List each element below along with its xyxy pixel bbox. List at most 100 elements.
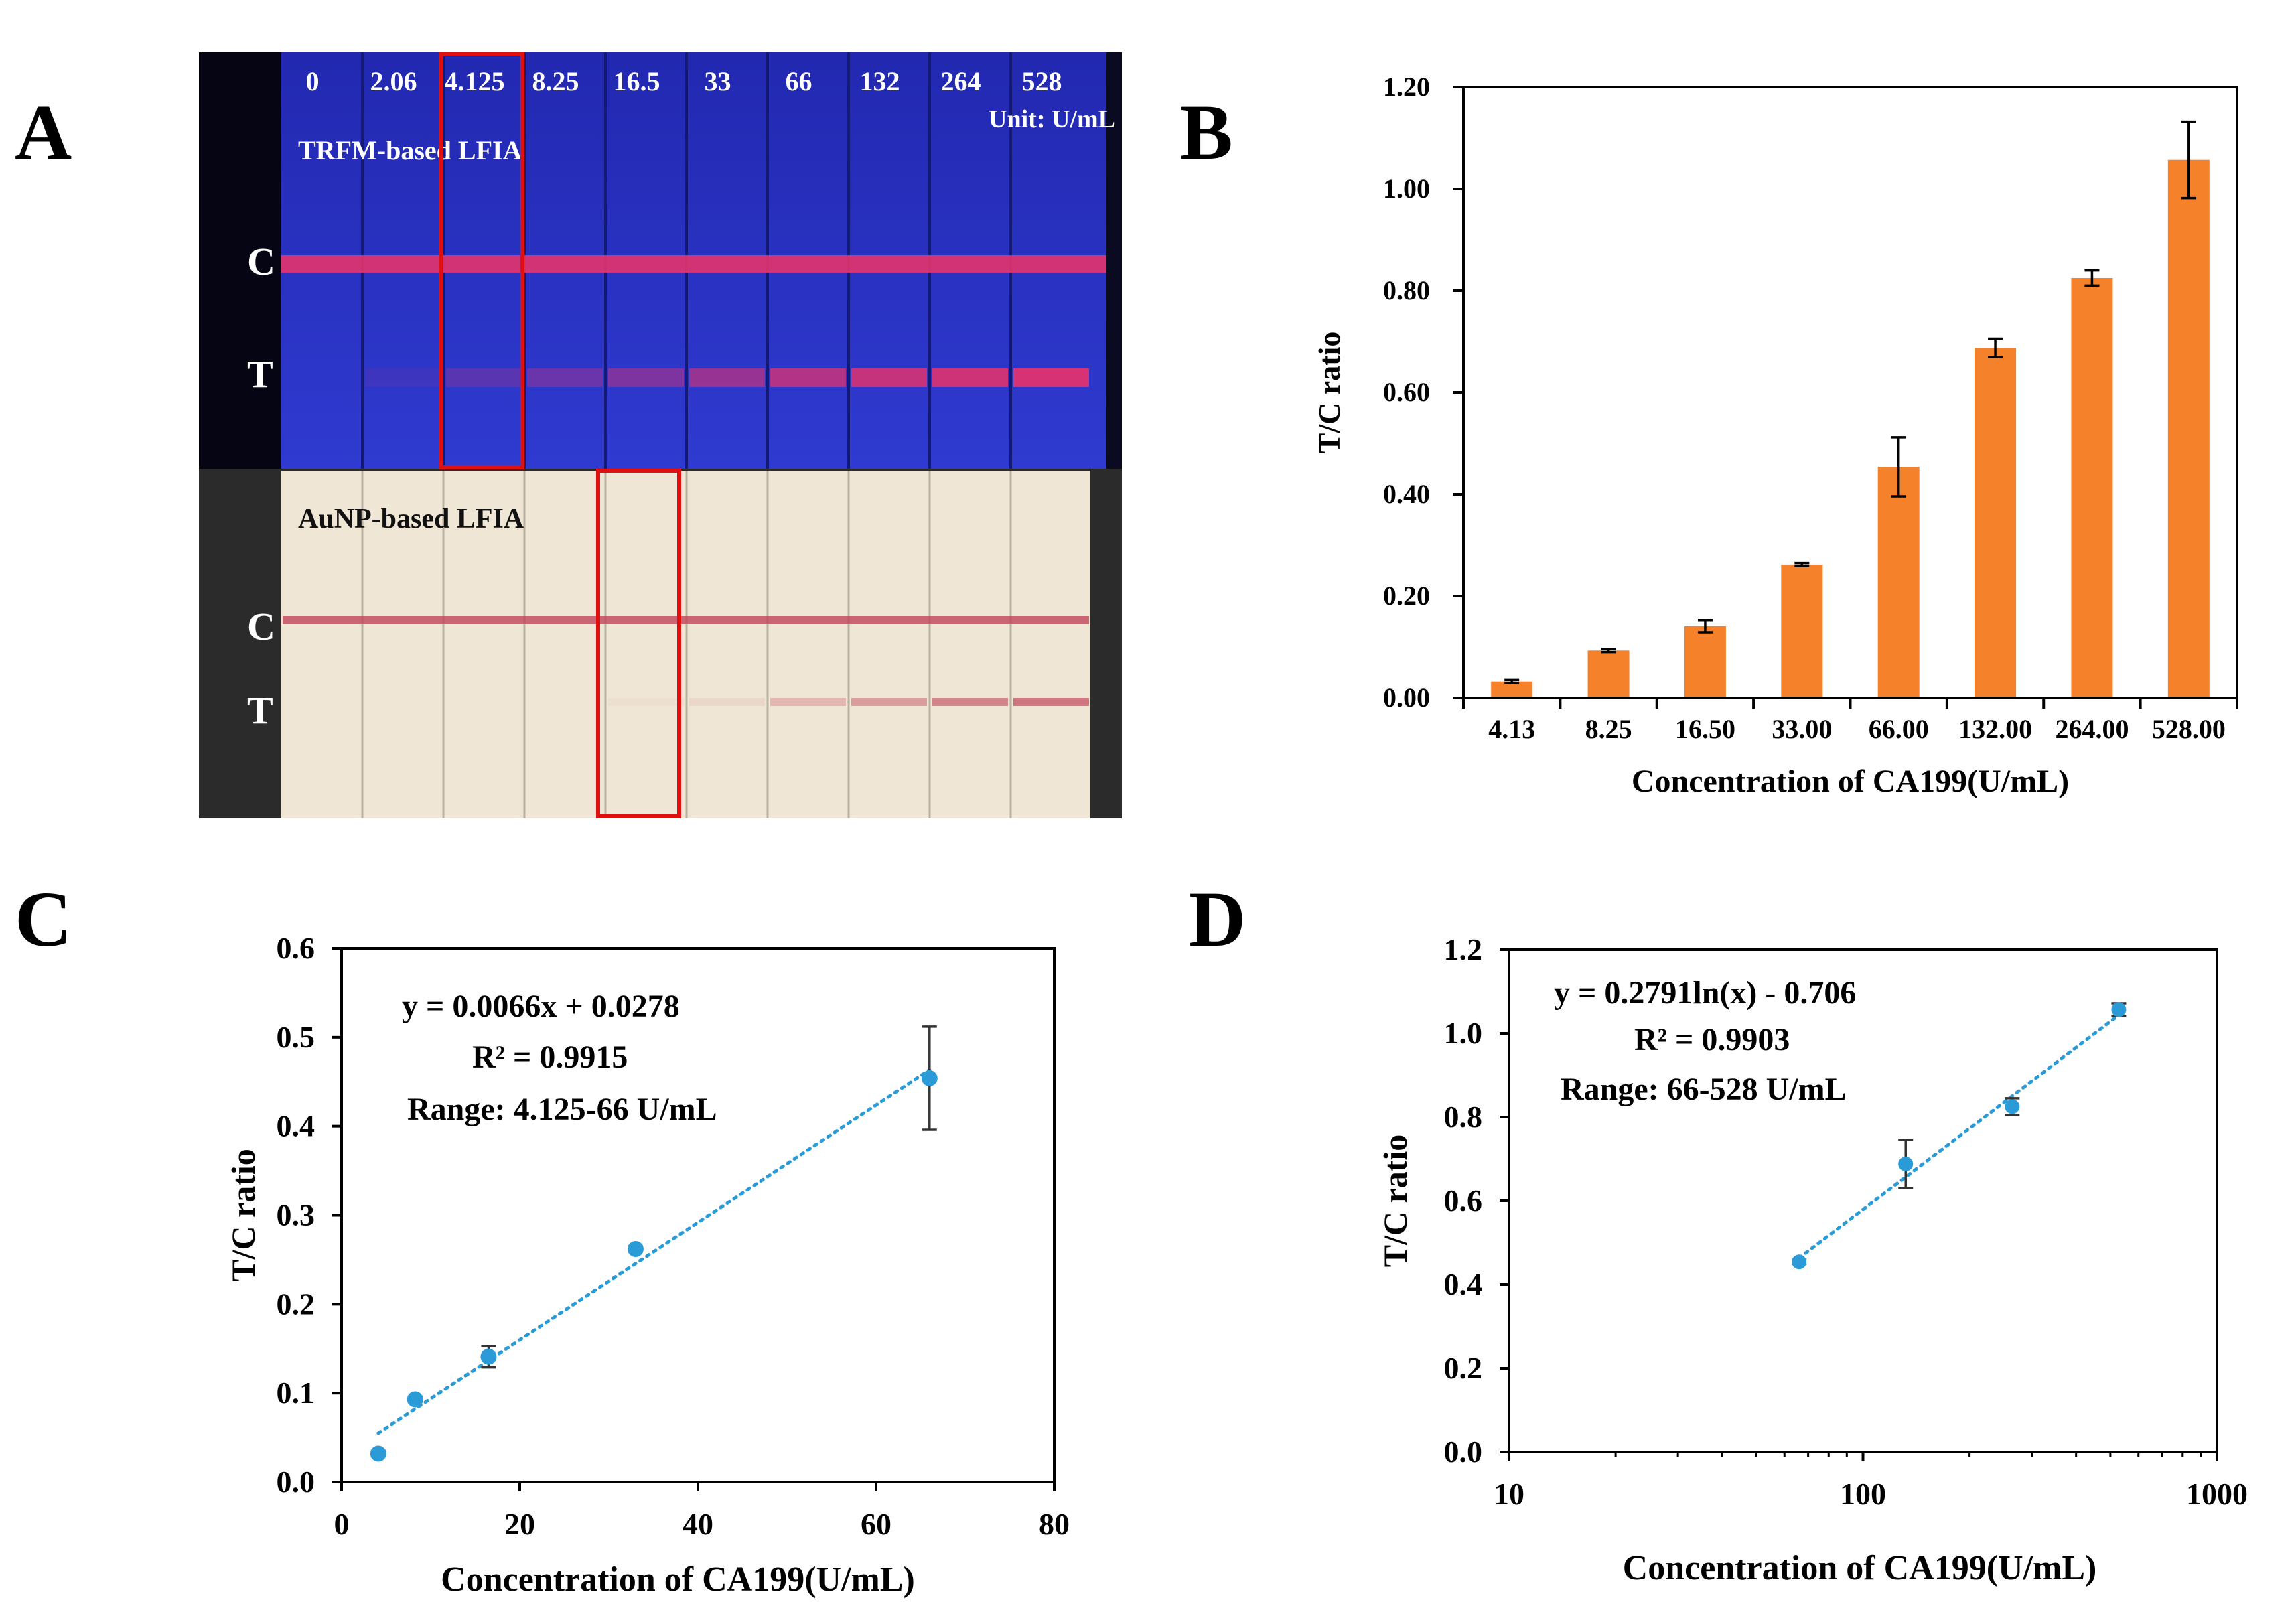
trfm-test-band: [851, 368, 927, 387]
x-tick-label: 4.13: [1488, 714, 1535, 744]
fit-line: [1797, 1013, 2121, 1260]
panel-label-a: A: [15, 88, 72, 176]
bar: [2167, 159, 2210, 698]
concentration-label: 16.5: [614, 66, 660, 96]
y-tick-label: 0.4: [277, 1109, 315, 1143]
aunp-test-band: [689, 698, 765, 706]
concentration-label: 0: [306, 66, 319, 96]
y-tick-label: 0.0: [277, 1465, 315, 1499]
aunp-test-band: [851, 698, 927, 706]
trfm-test-band: [1013, 368, 1089, 387]
fit-equation: y = 0.0066x + 0.0278: [402, 989, 680, 1024]
trfm-title: TRFM-based LFIA: [298, 135, 522, 165]
linear-range: Range: 4.125-66 U/mL: [407, 1092, 717, 1127]
y-tick-label: 1.0: [1444, 1016, 1483, 1050]
trfm-test-band: [365, 368, 441, 387]
data-point: [921, 1070, 938, 1086]
scatter-chart-c: 0.0 0.1 0.2 0.3 0.4 0.5 0.6 0 20 40 60 80 y = 0.00…: [224, 931, 1070, 1599]
concentration-label: 33: [705, 66, 731, 96]
y-axis-label: T/C ratio: [224, 1149, 262, 1282]
fit-line: [376, 1068, 932, 1435]
bar: [1975, 348, 2017, 698]
data-point: [407, 1391, 423, 1408]
trfm-test-band: [527, 368, 603, 387]
concentration-label: 132: [860, 66, 900, 96]
panel-label-b: B: [1180, 88, 1233, 176]
trfm-test-band: [446, 368, 522, 387]
strip-photograph: 0 2.06 4.125 8.25 16.5 33 66 132 264 528 Unit: U/…: [199, 52, 1122, 818]
data-point: [2005, 1099, 2020, 1114]
linear-range: Range: 66-528 U/mL: [1561, 1072, 1847, 1107]
trfm-test-band: [932, 368, 1008, 387]
y-tick-label: 1.2: [1444, 932, 1483, 966]
top-right-edge: [1106, 52, 1122, 469]
aunp-test-band: [770, 698, 846, 706]
y-tick-label: 0.3: [277, 1198, 315, 1232]
y-tick-label: 1.20: [1383, 72, 1430, 102]
x-tick-label: 100: [1840, 1477, 1886, 1511]
y-tick-label: 0.6: [1444, 1183, 1483, 1218]
data-point: [1898, 1157, 1914, 1171]
fit-equation: y = 0.2791ln(x) - 0.706: [1554, 975, 1856, 1011]
panel-label-c: C: [15, 875, 72, 963]
x-axis-label: Concentration of CA199(U/mL): [1623, 1549, 2097, 1587]
bar: [1781, 564, 1823, 698]
concentration-label: 8.25: [532, 66, 579, 96]
y-tick-label: 0.6: [277, 931, 315, 965]
x-tick-label: 8.25: [1585, 714, 1632, 744]
trfm-t-label: T: [247, 352, 273, 396]
y-tick-label: 0.00: [1383, 682, 1430, 713]
y-tick-label: 0.1: [277, 1376, 315, 1410]
x-tick-label: 20: [504, 1507, 535, 1541]
trfm-test-band: [608, 368, 684, 387]
x-tick-label: 16.50: [1675, 714, 1735, 744]
x-axis-label: Concentration of CA199(U/mL): [441, 1560, 915, 1599]
y-tick-label: 0.2: [277, 1287, 315, 1321]
x-tick-label: 528.00: [2152, 714, 2226, 744]
bar: [1877, 466, 1920, 698]
panel-label-d: D: [1189, 875, 1246, 963]
y-axis-label: T/C ratio: [1312, 332, 1346, 454]
plot-frame: [1508, 948, 2218, 1453]
x-tick-label: 132.00: [1958, 714, 2032, 744]
scatter-chart-d: 0.0 0.2 0.4 0.6 0.8 1.0 1.2 10 100 1000 y = 0.27…: [1376, 932, 2248, 1587]
bar-chart-b: 0.00 0.20 0.40 0.60 0.80 1.00 1.20 4.13 8.25 16.…: [1312, 72, 2238, 799]
bar: [2071, 278, 2113, 698]
aunp-t-label: T: [247, 688, 273, 732]
y-tick-label: 0.8: [1444, 1100, 1483, 1134]
lod-highlight-box-aunp: [596, 469, 681, 818]
y-tick-label: 0.60: [1383, 377, 1430, 407]
x-tick-label: 0: [334, 1507, 350, 1541]
x-tick-label: 66.00: [1869, 714, 1929, 744]
y-tick-label: 0.0: [1444, 1435, 1483, 1469]
aunp-control-line: [283, 616, 1089, 624]
data-point: [2111, 1002, 2127, 1017]
data-point: [370, 1445, 386, 1462]
concentration-label: 4.125: [445, 66, 505, 96]
aunp-test-band: [608, 698, 684, 706]
x-tick-label: 60: [861, 1507, 891, 1541]
aunp-test-band: [1013, 698, 1089, 706]
concentration-label: 264: [941, 66, 981, 96]
plot-frame: [340, 947, 1056, 1483]
x-tick-label: 40: [683, 1507, 713, 1541]
concentration-label: 528: [1022, 66, 1062, 96]
y-tick-label: 1.00: [1383, 173, 1430, 204]
unit-label: Unit: U/mL: [989, 105, 1115, 133]
aunp-test-band: [932, 698, 1008, 706]
y-tick-label: 0.40: [1383, 479, 1430, 509]
data-point: [1792, 1254, 1807, 1270]
x-tick-label: 1000: [2186, 1477, 2248, 1511]
y-tick-label: 0.5: [277, 1020, 315, 1054]
r-squared: R² = 0.9903: [1634, 1022, 1790, 1057]
x-tick-label: 10: [1494, 1477, 1524, 1511]
y-tick-label: 0.80: [1383, 275, 1430, 305]
x-axis-label: Concentration of CA199(U/mL): [1632, 763, 2069, 799]
r-squared: R² = 0.9915: [472, 1039, 628, 1075]
data-point: [480, 1348, 497, 1365]
aunp-title: AuNP-based LFIA: [298, 504, 524, 534]
bar: [1684, 626, 1726, 698]
bar: [1587, 650, 1630, 698]
data-point: [627, 1240, 644, 1257]
trfm-test-band: [770, 368, 846, 387]
